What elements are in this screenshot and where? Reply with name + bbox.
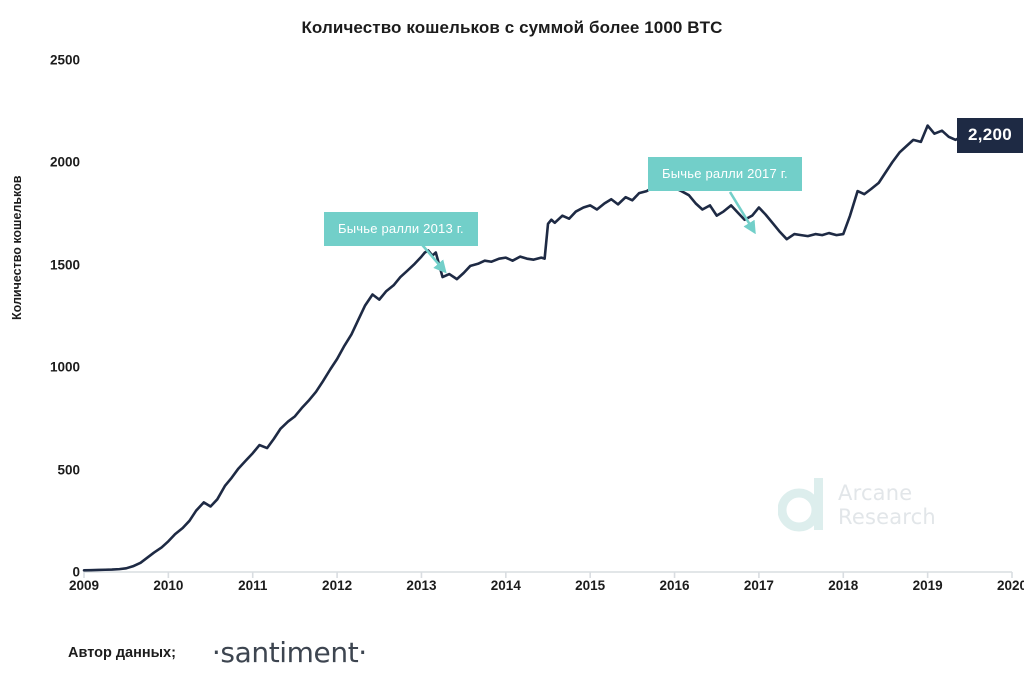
footer: Автор данных; ·santiment· [68,636,367,669]
data-source-label: Автор данных; [68,644,176,661]
x-tick-label: 2009 [68,578,100,593]
x-tick-label: 2014 [490,578,521,593]
annotation-label-rally-2013: Бычье ралли 2013 г. [324,212,478,246]
y-tick-label: 1000 [49,359,80,375]
y-tick-label: 2500 [49,52,80,68]
y-tick-label: 500 [57,462,80,478]
page-title: Количество кошельков с суммой более 1000… [301,18,723,37]
end-value-badge: 2,200 [957,118,1024,153]
x-tick-label: 2010 [153,578,184,593]
data-series-line [82,120,1014,572]
x-tick-label: 2016 [659,578,690,593]
watermark-text: Arcane Research [838,481,936,529]
annotation-label-rally-2017: Бычье ралли 2017 г. [648,157,802,191]
y-tick-label: 2000 [49,154,80,170]
y-axis-ticks: 0 500 1000 1500 2000 2500 [24,0,80,675]
annotation-arrow-2017 [728,191,756,235]
x-tick-label: 2012 [322,578,353,593]
santiment-logo: ·santiment· [211,636,367,669]
x-tick-label: 2011 [238,578,268,593]
x-tick-label: 2020 [996,578,1024,593]
x-tick-label: 2019 [912,578,943,593]
x-tick-marks [83,572,1013,578]
x-tick-label: 2017 [743,578,774,593]
watermark: Arcane Research [778,476,936,534]
arcane-logo-icon [778,478,823,532]
x-tick-label: 2013 [406,578,437,593]
x-tick-label: 2015 [575,578,606,593]
y-tick-label: 1500 [49,257,80,273]
y-tick-label: 0 [72,564,80,580]
watermark-line-2: Research [838,505,936,529]
x-tick-label: 2018 [828,578,859,593]
watermark-line-1: Arcane [838,480,913,505]
